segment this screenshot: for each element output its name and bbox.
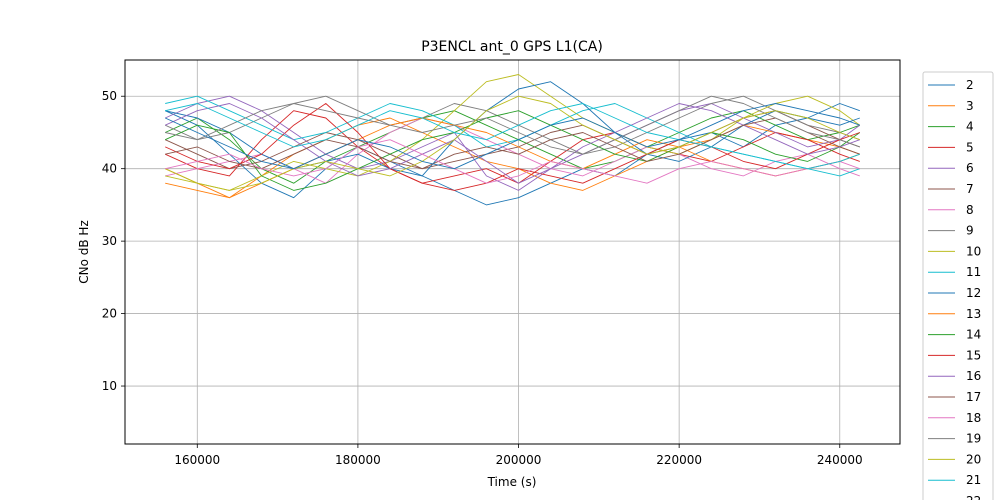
y-axis-label: CNo dB Hz bbox=[77, 220, 91, 284]
legend-label-7: 7 bbox=[966, 182, 974, 196]
series-layer bbox=[165, 74, 861, 206]
legend-label-18: 18 bbox=[966, 411, 981, 425]
legend-label-10: 10 bbox=[966, 244, 981, 258]
y-tick-label: 10 bbox=[102, 379, 117, 393]
legend-items: 2 3 4 5 6 7 8 9 10 11 12 13 14 15 16 17 18 19 20 21 22 bbox=[928, 78, 981, 500]
legend-box bbox=[922, 71, 994, 500]
series-line-17 bbox=[165, 117, 860, 170]
legend-label-21: 21 bbox=[966, 473, 981, 487]
series-line-14 bbox=[165, 110, 861, 191]
y-ticks: 10 20 30 40 50 bbox=[102, 89, 125, 393]
plot-area bbox=[165, 74, 861, 206]
legend-label-11: 11 bbox=[966, 265, 981, 279]
legend-label-5: 5 bbox=[966, 140, 974, 154]
legend-label-14: 14 bbox=[966, 328, 981, 342]
series-line-22 bbox=[165, 103, 860, 170]
legend-label-6: 6 bbox=[966, 161, 974, 175]
legend-label-22: 22 bbox=[966, 494, 981, 500]
y-tick-label: 30 bbox=[102, 234, 117, 248]
legend-label-2: 2 bbox=[966, 78, 974, 92]
legend-label-13: 13 bbox=[966, 307, 981, 321]
series-line-21 bbox=[165, 103, 860, 170]
x-tick-label: 160000 bbox=[174, 453, 220, 467]
legend-label-4: 4 bbox=[966, 120, 974, 134]
x-ticks: 160000 180000 200000 220000 240000 bbox=[174, 444, 863, 467]
series-line-16 bbox=[165, 103, 860, 184]
x-tick-label: 240000 bbox=[817, 453, 863, 467]
y-tick-label: 20 bbox=[102, 307, 117, 321]
legend: 2 3 4 5 6 7 8 9 10 11 12 13 14 15 16 17 18 19 20 21 22 bbox=[922, 71, 994, 500]
series-line-20 bbox=[165, 95, 860, 191]
y-tick-label: 40 bbox=[102, 162, 117, 176]
x-axis-label: Time (s) bbox=[487, 475, 537, 489]
x-tick-label: 200000 bbox=[496, 453, 542, 467]
x-tick-label: 180000 bbox=[335, 453, 381, 467]
plot-frame bbox=[124, 59, 901, 445]
legend-label-8: 8 bbox=[966, 203, 974, 217]
legend-label-17: 17 bbox=[966, 390, 981, 404]
legend-label-20: 20 bbox=[966, 452, 981, 466]
series-line-12 bbox=[165, 81, 860, 177]
series-line-15 bbox=[165, 103, 860, 191]
legend-label-12: 12 bbox=[966, 286, 981, 300]
legend-label-3: 3 bbox=[966, 99, 974, 113]
legend-label-16: 16 bbox=[966, 369, 981, 383]
y-tick-label: 50 bbox=[102, 89, 117, 103]
legend-label-19: 19 bbox=[966, 432, 981, 446]
chart-title: P3ENCL ant_0 GPS L1(CA) bbox=[421, 39, 603, 55]
x-tick-label: 220000 bbox=[656, 453, 702, 467]
series-line-2 bbox=[165, 103, 860, 206]
legend-label-15: 15 bbox=[966, 348, 981, 362]
legend-label-9: 9 bbox=[966, 224, 974, 238]
grid-layer bbox=[125, 60, 900, 444]
